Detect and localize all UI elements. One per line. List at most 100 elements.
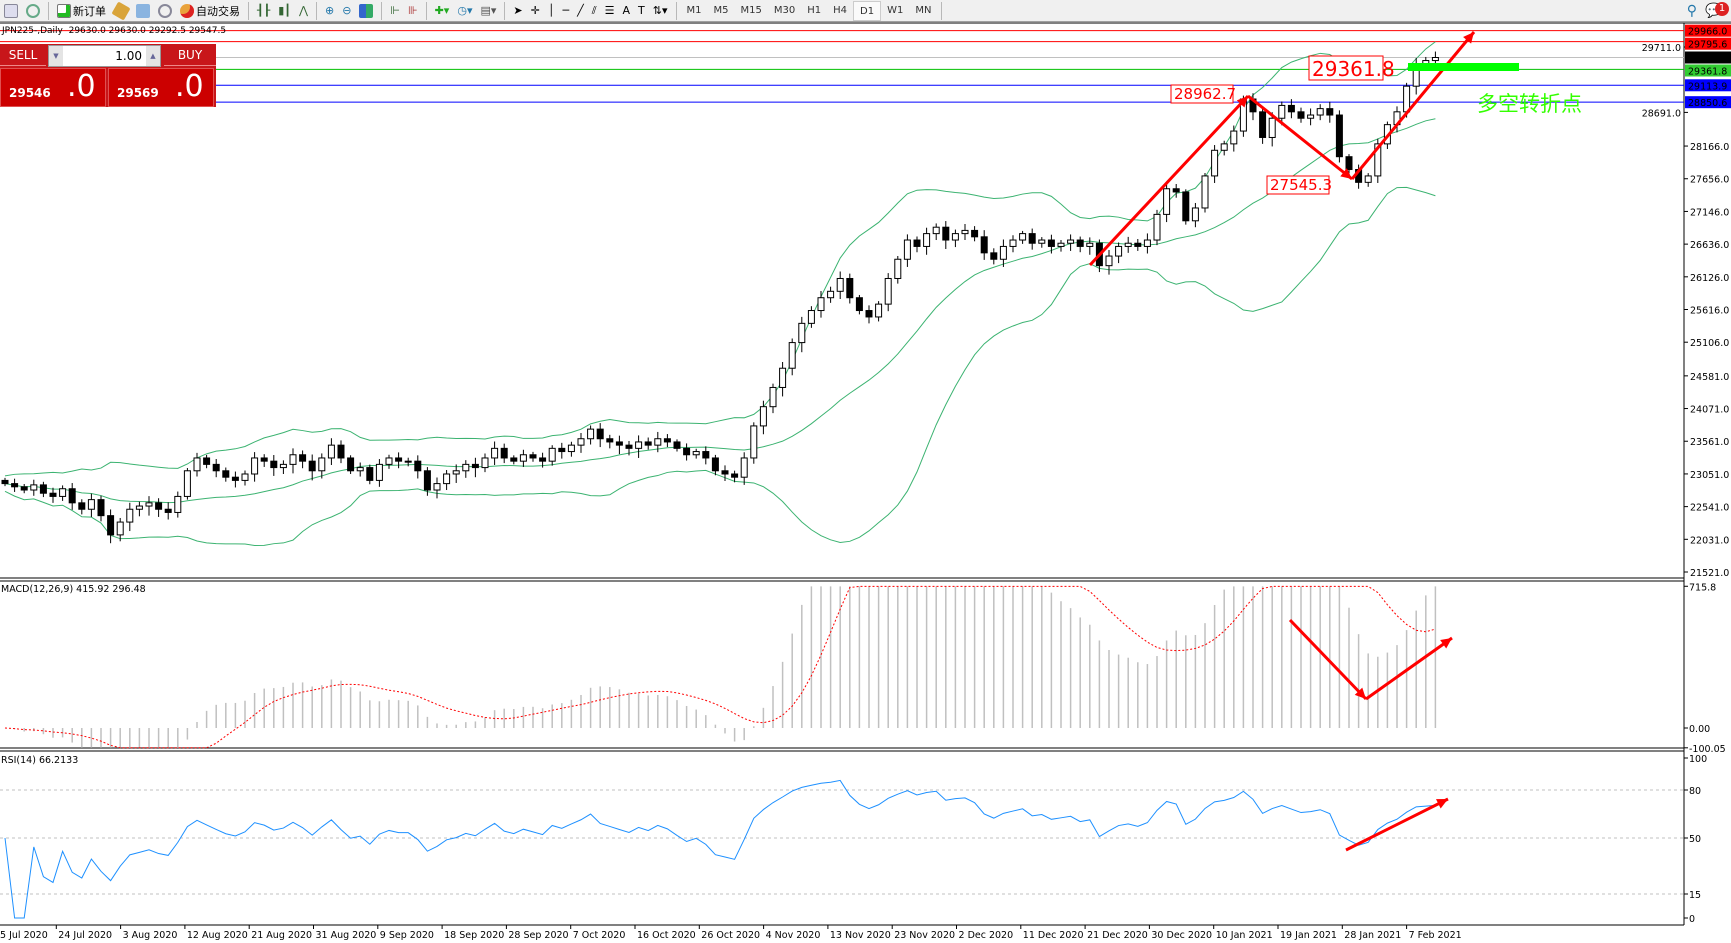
candle <box>1038 237 1046 248</box>
candle <box>923 227 931 255</box>
candle-body <box>164 508 172 513</box>
candle-body <box>884 277 892 305</box>
timeframe-m30[interactable]: M30 <box>773 4 796 16</box>
candle-body <box>49 492 57 497</box>
line-chart-button[interactable]: ⋀ <box>295 1 312 21</box>
rsi-tick-label: 15 <box>1689 890 1701 901</box>
candle <box>961 224 969 241</box>
candle <box>1211 145 1219 183</box>
candle <box>980 230 988 260</box>
candle-body <box>222 470 230 478</box>
arrow-up-2-head <box>1463 32 1474 44</box>
cursor-button[interactable]: ➤ <box>509 1 526 21</box>
channel-button[interactable]: ⫽ <box>588 1 601 21</box>
candle <box>836 271 844 299</box>
candle-body <box>875 303 883 318</box>
price-tick-label: 24071.0 <box>1690 405 1729 416</box>
arrows-button[interactable]: ⇅▾ <box>649 1 672 21</box>
candle-body <box>1124 242 1132 247</box>
candle-body <box>663 438 671 443</box>
candle-chart-button[interactable]: ▮┃ <box>274 1 295 21</box>
candle <box>145 496 153 516</box>
trendline-button[interactable]: ╱ <box>573 1 588 21</box>
sell-price-button[interactable]: 29546 .0 <box>0 68 106 107</box>
buy-price-button[interactable]: 29569 .0 <box>108 68 214 107</box>
date-label: 7 Oct 2020 <box>573 930 626 941</box>
lot-size-input[interactable]: 1.00 <box>115 49 142 63</box>
candle-body <box>558 447 566 453</box>
candle-body <box>423 470 431 491</box>
zoom-out-button[interactable]: ⊖ <box>338 1 355 21</box>
timeframe-m1[interactable]: M1 <box>686 4 702 16</box>
macd-tick-label: 715.8 <box>1689 582 1716 593</box>
timeframe-mn[interactable]: MN <box>915 4 932 16</box>
candle <box>39 481 47 498</box>
timeframe-d1[interactable]: D1 <box>853 0 882 21</box>
autoscroll-button[interactable]: ⊩ <box>386 1 404 21</box>
fibonacci-button[interactable]: ☰ <box>601 1 619 21</box>
timeframe-m5[interactable]: M5 <box>713 4 729 16</box>
price-tick-label: 27146.0 <box>1690 207 1729 218</box>
one-click-trading-panel: SELL ▼ 1.00 ▲ BUY 29546 .0 29569 .0 <box>0 44 216 107</box>
candle <box>731 470 739 483</box>
signals-button[interactable] <box>154 1 176 21</box>
date-label: 13 Nov 2020 <box>830 930 891 941</box>
candle <box>519 449 527 467</box>
crosshair-button[interactable]: ✛ <box>527 1 544 21</box>
date-label: 18 Sep 2020 <box>444 930 504 941</box>
templates-button[interactable]: ▤▾ <box>476 1 500 21</box>
candle <box>356 462 364 477</box>
search-button[interactable]: ⚲ <box>1683 1 1701 21</box>
rsi-tick-label: 80 <box>1689 786 1701 797</box>
trough-label: 27545.3 <box>1270 176 1332 194</box>
candle <box>884 273 892 312</box>
date-label: 12 Aug 2020 <box>187 930 248 941</box>
candle <box>1259 108 1267 144</box>
price-tick-label: 22031.0 <box>1690 535 1729 546</box>
auto-trading-button[interactable]: 自动交易 <box>176 1 244 21</box>
arrows-icon: ⇅▾ <box>652 4 668 17</box>
text-icon: A <box>622 4 631 17</box>
candle <box>1076 236 1084 253</box>
indicators-button[interactable]: ✚▾ <box>431 1 454 21</box>
text-label-button[interactable]: T <box>634 1 649 21</box>
candle-body <box>59 488 67 497</box>
candle <box>769 383 777 414</box>
candle <box>1297 107 1305 123</box>
price-tick-label: 26126.0 <box>1690 273 1729 284</box>
notifications-button[interactable]: 💬 1 <box>1701 1 1731 21</box>
candlestick-icon: ▮┃ <box>278 4 291 17</box>
periods-button[interactable]: ◷▾ <box>453 1 476 21</box>
candle-body <box>1086 242 1094 247</box>
horizontal-line-button[interactable]: ─ <box>558 1 573 21</box>
timeframe-m15[interactable]: M15 <box>740 4 762 16</box>
increase-lots-button[interactable]: ▲ <box>146 46 160 66</box>
text-button[interactable]: A <box>618 1 634 21</box>
timeframe-h1[interactable]: H1 <box>807 4 822 16</box>
zoom-chart-button[interactable] <box>22 1 44 21</box>
date-label: 28 Sep 2020 <box>508 930 568 941</box>
sell-button[interactable]: SELL <box>0 44 46 66</box>
lot-size-stepper[interactable]: ▼ 1.00 ▲ <box>48 45 161 67</box>
bar-chart-button[interactable]: ┨┠ <box>253 1 274 21</box>
vertical-line-button[interactable]: │ <box>544 1 559 21</box>
chart-shift-button[interactable]: ⊪ <box>404 1 422 21</box>
candle-body <box>606 438 614 443</box>
buy-button[interactable]: BUY <box>164 44 216 66</box>
new-order-button[interactable]: 新订单 <box>53 1 110 21</box>
candle-body <box>500 447 508 459</box>
decrease-lots-button[interactable]: ▼ <box>49 46 63 66</box>
candle <box>1163 181 1171 223</box>
timeframe-h4[interactable]: H4 <box>833 4 847 16</box>
timeframe-w1[interactable]: W1 <box>887 4 904 16</box>
navigator-button[interactable] <box>132 1 154 21</box>
tile-windows-button[interactable] <box>355 1 377 21</box>
candle-body <box>68 488 76 504</box>
candle <box>817 290 825 318</box>
new-chart-button[interactable] <box>0 1 22 21</box>
date-label: 11 Dec 2020 <box>1023 930 1084 941</box>
zoom-in-button[interactable]: ⊕ <box>321 1 338 21</box>
indicators-icon: ✚▾ <box>434 4 450 17</box>
macd-signal-line <box>4 585 1436 749</box>
